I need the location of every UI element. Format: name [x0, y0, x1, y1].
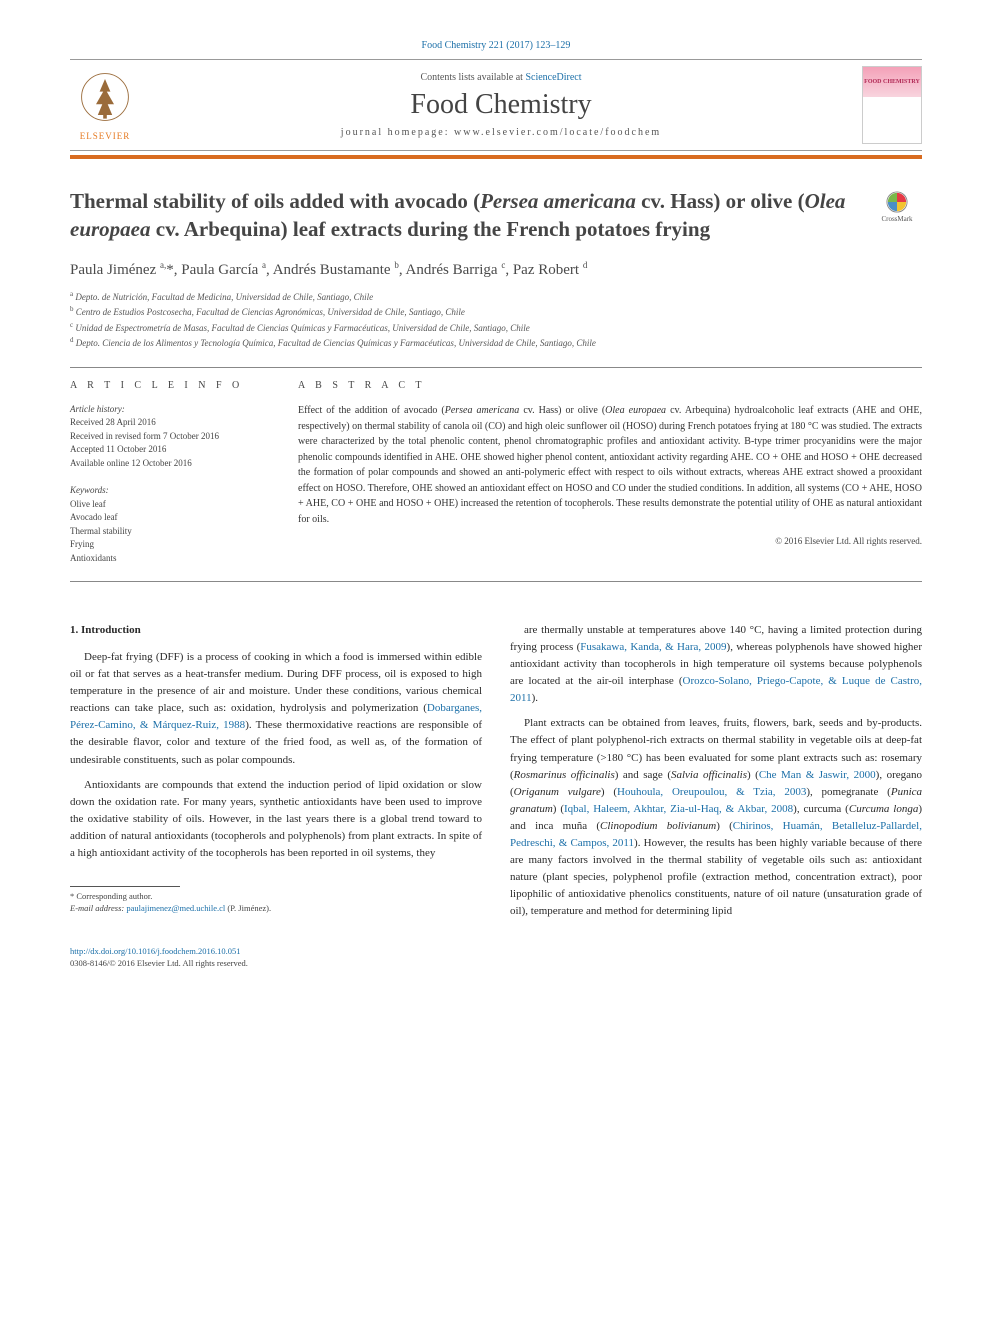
footnote-separator	[70, 886, 180, 887]
email-attr: (P. Jiménez).	[225, 903, 271, 913]
body-paragraph: are thermally unstable at temperatures a…	[510, 622, 922, 707]
section-divider-top	[70, 367, 922, 368]
body-paragraph: Plant extracts can be obtained from leav…	[510, 715, 922, 920]
intro-left-paras: Deep-fat frying (DFF) is a process of co…	[70, 649, 482, 862]
history-item: Available online 12 October 2016	[70, 457, 270, 471]
affiliation-item: a Depto. de Nutrición, Facultad de Medic…	[70, 289, 922, 305]
accent-divider	[70, 155, 922, 159]
email-line: E-mail address: paulajimenez@med.uchile.…	[70, 903, 482, 915]
citation-link[interactable]: Fusakawa, Kanda, & Hara, 2009	[580, 641, 726, 653]
title-seg1: Thermal stability of oils added with avo…	[70, 189, 480, 213]
citation-link[interactable]: Dobarganes, Pérez-Camino, & Márquez-Ruiz…	[70, 702, 482, 731]
page-footer: http://dx.doi.org/10.1016/j.foodchem.201…	[70, 946, 922, 970]
affiliations-list: a Depto. de Nutrición, Facultad de Medic…	[70, 289, 922, 351]
elsevier-tree-icon	[78, 70, 132, 124]
journal-name: Food Chemistry	[140, 89, 862, 121]
abs-seg3: cv. Arbequina) hydroalcoholic leaf extra…	[298, 405, 922, 525]
crossmark-label: CrossMark	[881, 215, 912, 223]
keyword-item: Antioxidants	[70, 552, 270, 566]
left-column: 1. Introduction Deep-fat frying (DFF) is…	[70, 622, 482, 928]
body-columns: 1. Introduction Deep-fat frying (DFF) is…	[70, 622, 922, 928]
homepage-url: www.elsevier.com/locate/foodchem	[454, 127, 661, 138]
keywords-list: Olive leafAvocado leafThermal stabilityF…	[70, 498, 270, 566]
abs-i1: Persea americana	[445, 405, 520, 416]
right-column: are thermally unstable at temperatures a…	[510, 622, 922, 928]
introduction-heading: 1. Introduction	[70, 622, 482, 639]
email-label: E-mail address:	[70, 903, 126, 913]
corresponding-author-note: * Corresponding author.	[70, 891, 482, 903]
keyword-item: Frying	[70, 538, 270, 552]
abstract-copyright: © 2016 Elsevier Ltd. All rights reserved…	[298, 535, 922, 549]
abstract-column: A B S T R A C T Effect of the addition o…	[298, 378, 922, 566]
article-meta-row: A R T I C L E I N F O Article history: R…	[70, 378, 922, 566]
citation-link[interactable]: Che Man & Jaswir, 2000	[759, 769, 876, 781]
journal-banner: ELSEVIER Contents lists available at Sci…	[70, 59, 922, 151]
sciencedirect-link[interactable]: ScienceDirect	[525, 72, 581, 83]
history-item: Received 28 April 2016	[70, 416, 270, 430]
abs-seg2: cv. Hass) or olive (	[519, 405, 605, 416]
keyword-item: Thermal stability	[70, 525, 270, 539]
abs-seg1: Effect of the addition of avocado (	[298, 405, 445, 416]
affiliation-item: c Unidad de Espectrometría de Masas, Fac…	[70, 320, 922, 336]
keyword-item: Olive leaf	[70, 498, 270, 512]
author-list: Paula Jiménez a,*, Paula García a, André…	[70, 260, 922, 279]
citation-link[interactable]: Chirinos, Huamán, Betalleluz-Pallardel, …	[510, 820, 922, 849]
abstract-heading: A B S T R A C T	[298, 378, 922, 394]
title-seg2: cv. Hass) or olive (	[636, 189, 805, 213]
citation-link[interactable]: Houhoula, Oreupoulou, & Tzia, 2003	[617, 786, 806, 798]
affiliation-item: d Depto. Ciencia de los Alimentos y Tecn…	[70, 335, 922, 351]
keyword-item: Avocado leaf	[70, 511, 270, 525]
article-info-column: A R T I C L E I N F O Article history: R…	[70, 378, 270, 566]
affiliation-item: b Centro de Estudios Postcosecha, Facult…	[70, 304, 922, 320]
homepage-line: journal homepage: www.elsevier.com/locat…	[140, 127, 862, 138]
article-title: Thermal stability of oils added with avo…	[70, 187, 872, 244]
corresponding-email-link[interactable]: paulajimenez@med.uchile.cl	[126, 903, 225, 913]
citation-link[interactable]: Orozco-Solano, Priego-Capote, & Luque de…	[510, 675, 922, 704]
doi-link[interactable]: http://dx.doi.org/10.1016/j.foodchem.201…	[70, 946, 241, 956]
title-seg3: cv. Arbequina) leaf extracts during the …	[151, 217, 711, 241]
intro-right-paras: are thermally unstable at temperatures a…	[510, 622, 922, 920]
banner-center: Contents lists available at ScienceDirec…	[140, 72, 862, 138]
body-paragraph: Deep-fat frying (DFF) is a process of co…	[70, 649, 482, 768]
contents-available-line: Contents lists available at ScienceDirec…	[140, 72, 862, 83]
publisher-name: ELSEVIER	[70, 131, 140, 141]
issn-copyright-line: 0308-8146/© 2016 Elsevier Ltd. All right…	[70, 958, 248, 968]
section-divider-bottom	[70, 581, 922, 582]
body-paragraph: Antioxidants are compounds that extend t…	[70, 777, 482, 862]
history-list: Received 28 April 2016Received in revise…	[70, 416, 270, 470]
homepage-pre: journal homepage:	[341, 127, 454, 138]
abstract-text: Effect of the addition of avocado (Perse…	[298, 403, 922, 527]
crossmark-badge[interactable]: CrossMark	[872, 187, 922, 244]
crossmark-icon	[886, 191, 908, 213]
cover-brand-text: FOOD CHEMISTRY	[864, 79, 920, 85]
citation-link[interactable]: Iqbal, Haleem, Akhtar, Zia-ul-Haq, & Akb…	[564, 803, 793, 815]
keywords-label: Keywords:	[70, 484, 270, 498]
contents-line-pre: Contents lists available at	[420, 72, 525, 83]
footnotes: * Corresponding author. E-mail address: …	[70, 891, 482, 915]
history-item: Received in revised form 7 October 2016	[70, 430, 270, 444]
publisher-logo: ELSEVIER	[70, 70, 140, 141]
history-label: Article history:	[70, 403, 270, 417]
title-species1: Persea americana	[480, 189, 636, 213]
abs-i2: Olea europaea	[605, 405, 666, 416]
history-item: Accepted 11 October 2016	[70, 443, 270, 457]
citation-header: Food Chemistry 221 (2017) 123–129	[70, 40, 922, 51]
article-info-heading: A R T I C L E I N F O	[70, 378, 270, 393]
citation-link[interactable]: Food Chemistry 221 (2017) 123–129	[422, 40, 571, 51]
journal-cover-thumbnail: FOOD CHEMISTRY	[862, 66, 922, 144]
